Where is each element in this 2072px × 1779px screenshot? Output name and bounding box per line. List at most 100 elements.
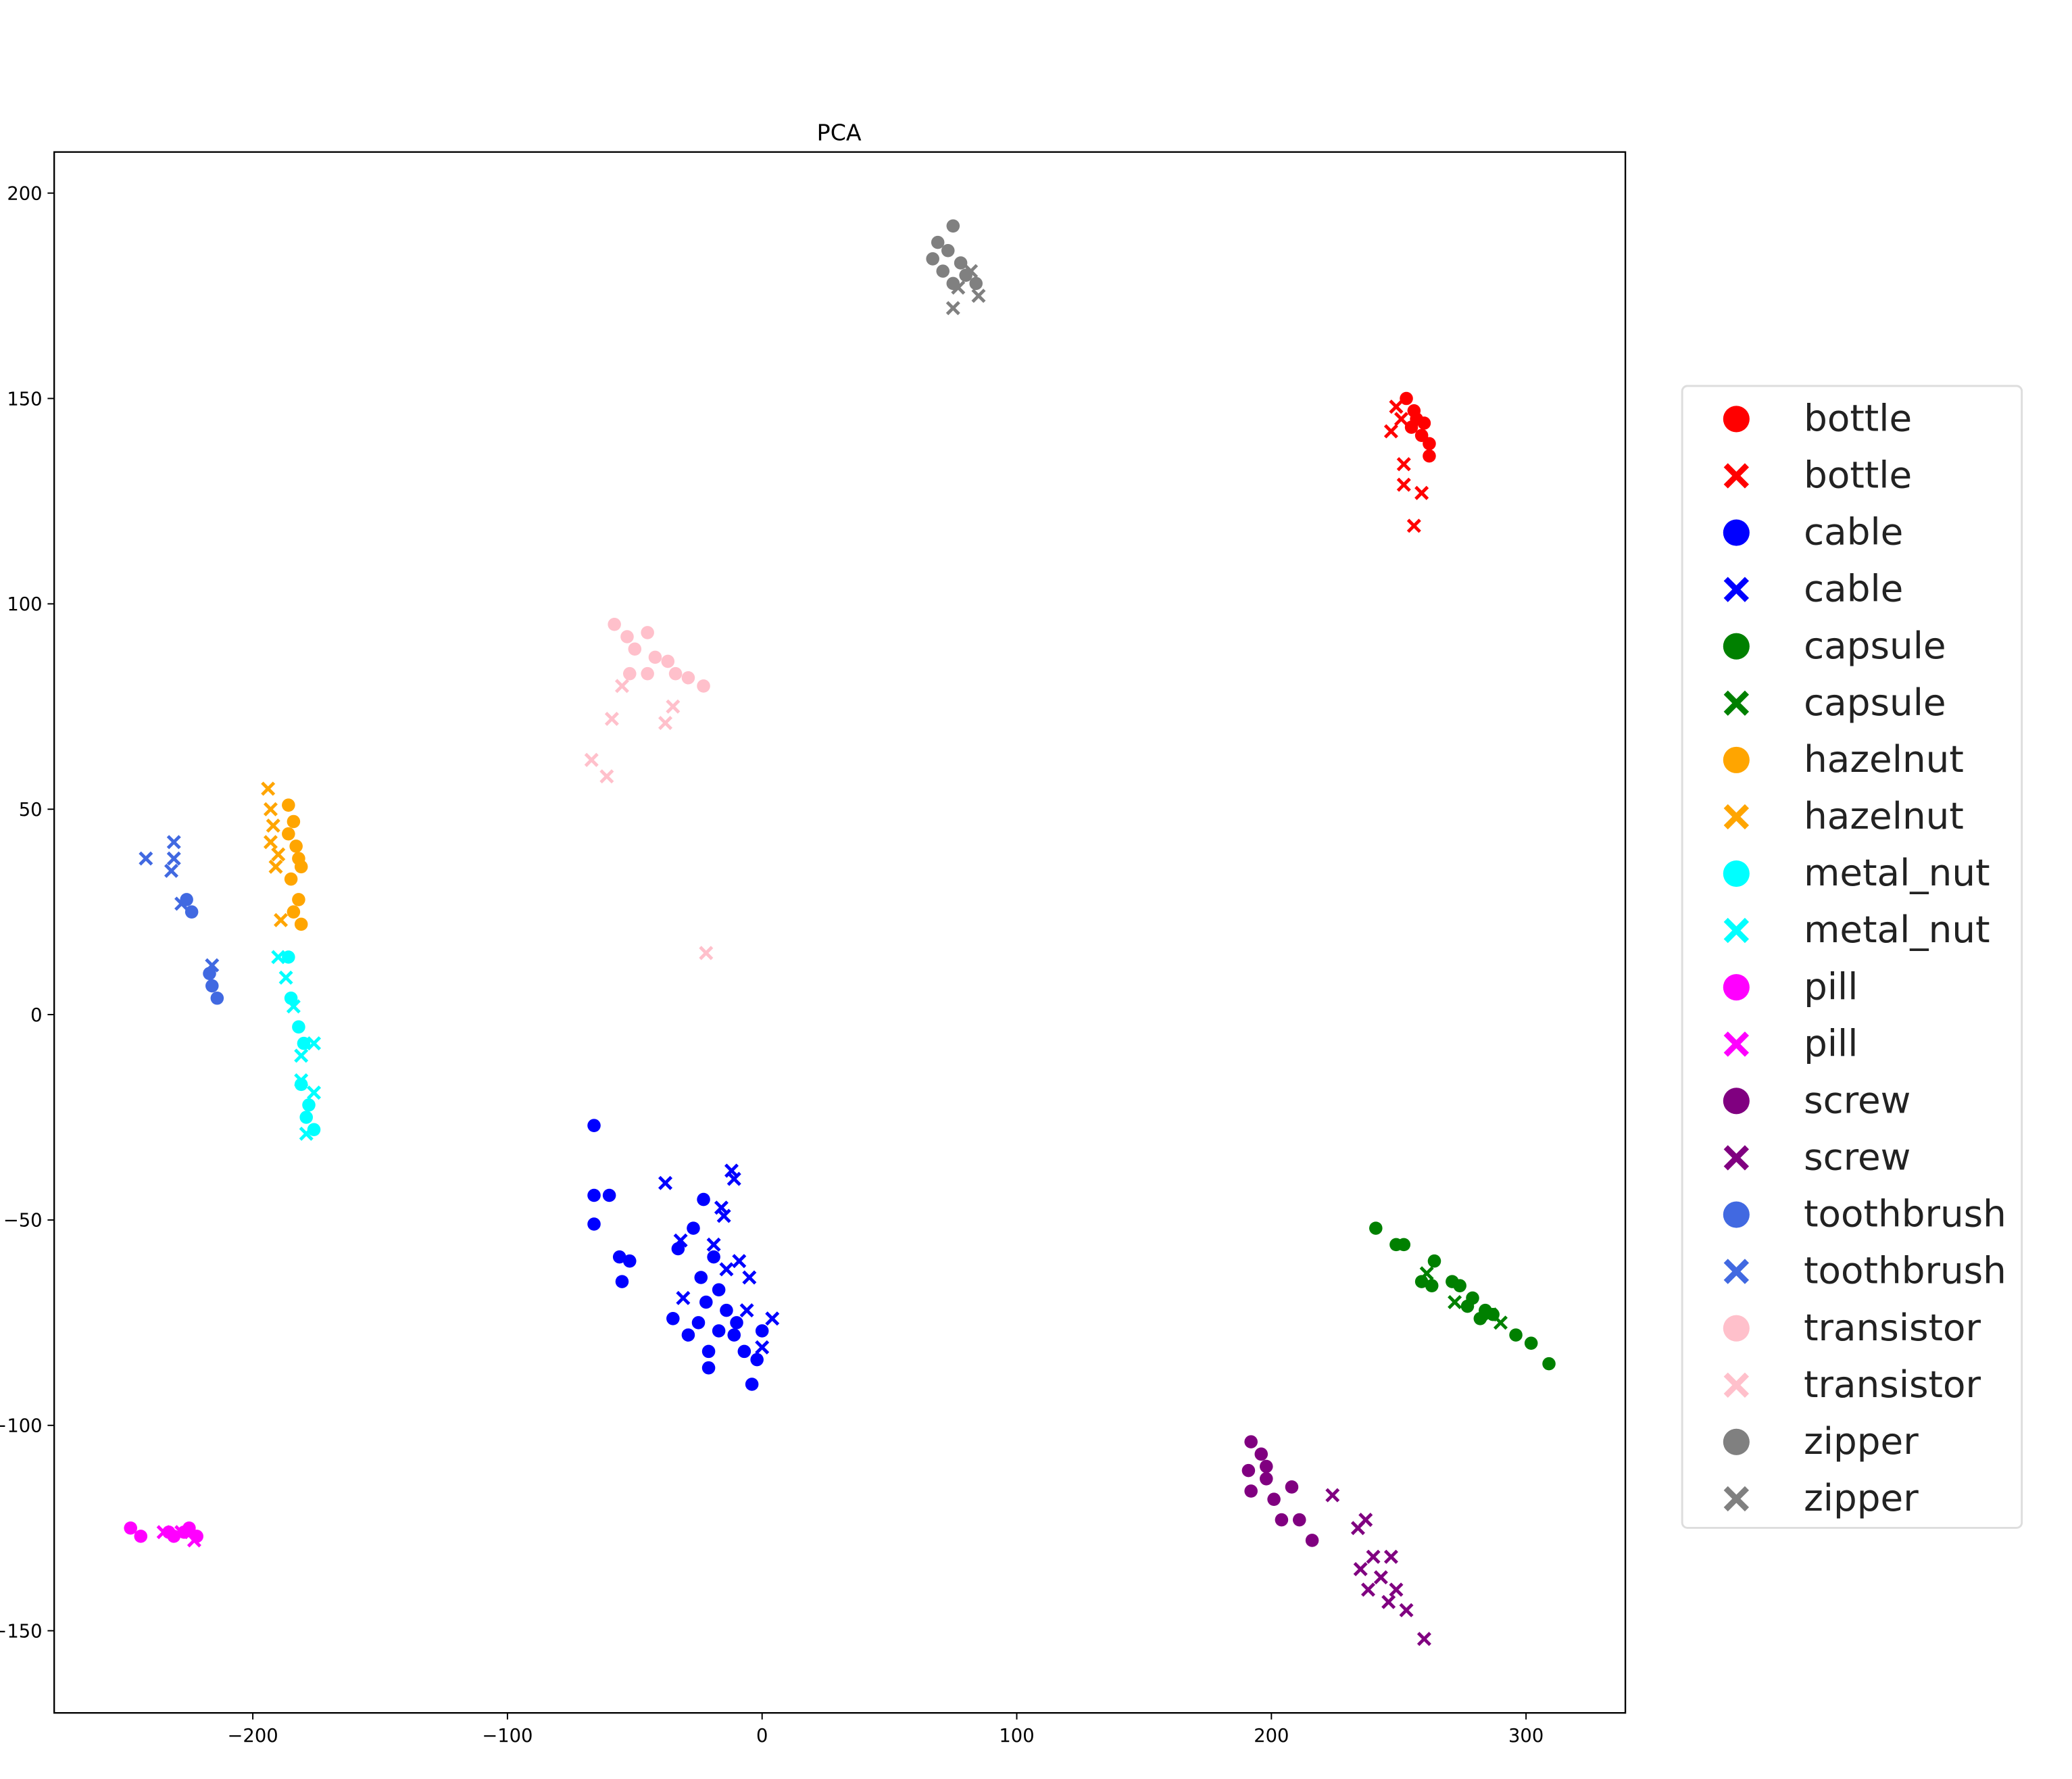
data-point <box>1417 416 1431 430</box>
data-point <box>658 1175 673 1190</box>
legend-item: hazelnut <box>1723 794 1964 837</box>
y-tick-label: −150 <box>0 1621 43 1642</box>
legend: bottle bottle cable cable capsule capsule haze… <box>1681 385 2023 1529</box>
legend-item: metal_nut <box>1723 851 1990 894</box>
y-tick-label: −100 <box>0 1416 43 1437</box>
data-point <box>292 1020 305 1034</box>
data-point <box>584 752 599 767</box>
data-point <box>1383 424 1398 439</box>
data-point <box>706 1237 721 1252</box>
legend-x-marker <box>1723 1259 1750 1284</box>
data-point <box>587 1217 601 1231</box>
data-point <box>307 1036 322 1051</box>
data-point <box>697 1192 710 1207</box>
data-point <box>691 1316 706 1330</box>
data-point <box>719 1262 734 1277</box>
series-transistor-circle <box>608 617 710 693</box>
data-point <box>602 1188 616 1202</box>
data-point <box>668 666 683 681</box>
data-point <box>1396 477 1411 492</box>
data-point <box>737 1344 751 1359</box>
series-metal_nut-circle <box>282 950 321 1137</box>
legend-item: toothbrush <box>1723 1249 2006 1292</box>
legend-circle-marker <box>1723 406 1750 433</box>
data-point <box>1389 1582 1404 1597</box>
data-point <box>164 863 179 878</box>
legend-item: bottle <box>1723 396 1912 439</box>
data-point <box>945 301 960 316</box>
data-point <box>1305 1534 1319 1547</box>
data-point <box>641 666 654 681</box>
data-point <box>1423 449 1436 463</box>
data-point <box>1275 1513 1289 1527</box>
data-point <box>1524 1336 1538 1350</box>
data-point <box>697 679 710 693</box>
data-point <box>648 650 662 664</box>
y-tick-label: 200 <box>7 183 42 204</box>
legend-label: cable <box>1804 567 1903 610</box>
series-capsule-x <box>1419 1266 1508 1330</box>
series-bottle-circle <box>1400 391 1436 463</box>
legend-circle-marker <box>1723 519 1750 546</box>
series-toothbrush-x <box>139 835 220 973</box>
data-point <box>622 1254 637 1268</box>
data-point <box>294 1048 309 1063</box>
series-hazelnut-x <box>261 781 289 927</box>
legend-label: zipper <box>1804 1476 1919 1519</box>
data-point <box>1427 1254 1441 1268</box>
legend-item: hazelnut <box>1723 737 1964 781</box>
data-point <box>292 893 305 906</box>
data-point <box>926 252 939 266</box>
data-point <box>661 654 675 668</box>
data-point <box>263 802 278 817</box>
data-point <box>286 999 301 1014</box>
data-point <box>608 617 621 631</box>
legend-label: toothbrush <box>1804 1249 2006 1292</box>
data-point <box>971 289 986 303</box>
legend-item: screw <box>1723 1078 1910 1121</box>
series-capsule-circle <box>1369 1221 1556 1371</box>
data-point <box>292 852 305 865</box>
data-point <box>263 835 278 850</box>
data-point <box>681 1328 695 1342</box>
data-point <box>271 950 286 965</box>
data-point <box>287 905 301 919</box>
data-point <box>1389 399 1404 414</box>
data-point <box>931 235 945 249</box>
series-pill-circle <box>124 1521 203 1543</box>
data-point <box>739 1303 754 1318</box>
legend-x-marker <box>1723 804 1750 830</box>
data-point <box>742 1270 757 1285</box>
data-point <box>261 781 276 796</box>
data-point <box>1369 1221 1383 1235</box>
data-point <box>765 1311 780 1326</box>
data-point <box>1425 1279 1439 1292</box>
data-point <box>701 1361 716 1375</box>
legend-circle-marker <box>1723 1201 1750 1228</box>
legend-circle-marker <box>1723 1315 1750 1342</box>
legend-label: screw <box>1804 1136 1910 1179</box>
legend-item: pill <box>1723 1021 1858 1065</box>
legend-item: screw <box>1723 1136 1910 1179</box>
legend-label: transistor <box>1804 1363 1981 1406</box>
legend-label: cable <box>1804 510 1903 554</box>
legend-circle-marker <box>1723 1088 1750 1115</box>
data-point <box>1353 1561 1368 1577</box>
legend-x-marker <box>1723 1031 1750 1057</box>
data-point <box>951 280 966 295</box>
legend-label: capsule <box>1804 624 1946 667</box>
data-point <box>694 1271 708 1284</box>
data-point <box>167 1530 181 1543</box>
data-point <box>166 851 181 866</box>
data-point <box>297 1036 311 1050</box>
data-point <box>1396 457 1411 472</box>
data-point <box>936 264 950 278</box>
legend-x-marker <box>1723 690 1750 716</box>
legend-x-marker <box>1723 1486 1750 1512</box>
data-point <box>1260 1472 1273 1486</box>
data-point <box>730 1316 743 1330</box>
legend-circle-marker <box>1723 974 1750 1001</box>
data-point <box>1241 1463 1256 1478</box>
data-point <box>946 219 960 233</box>
legend-item: zipper <box>1723 1419 1919 1463</box>
